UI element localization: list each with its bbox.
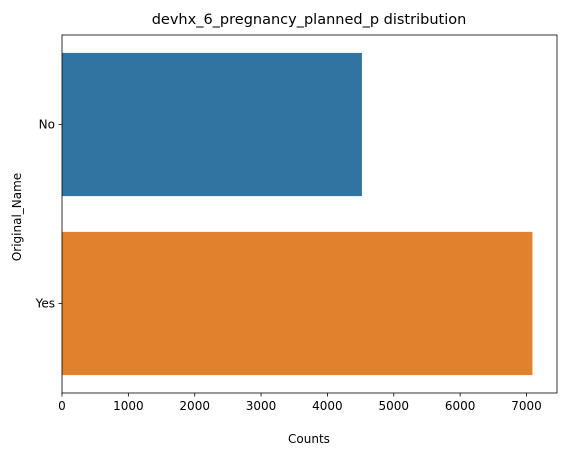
chart-title: devhx_6_pregnancy_planned_p distribution	[152, 12, 467, 28]
x-tick-label-6000: 6000	[445, 399, 476, 413]
x-tick-label-2000: 2000	[179, 399, 210, 413]
y-tick-label-no: No	[39, 118, 55, 132]
x-tick-label-3000: 3000	[246, 399, 277, 413]
x-axis-label: Counts	[288, 432, 330, 446]
y-tick-label-yes: Yes	[35, 297, 55, 311]
x-tick-label-4000: 4000	[312, 399, 343, 413]
bar-no	[62, 53, 362, 196]
y-axis-label: Original_Name	[10, 173, 24, 261]
x-tick-label-1000: 1000	[113, 399, 144, 413]
x-tick-label-7000: 7000	[511, 399, 542, 413]
bar-yes	[62, 232, 532, 375]
x-tick-label-5000: 5000	[378, 399, 409, 413]
x-tick-label-0: 0	[58, 399, 66, 413]
bars-layer	[62, 53, 532, 375]
